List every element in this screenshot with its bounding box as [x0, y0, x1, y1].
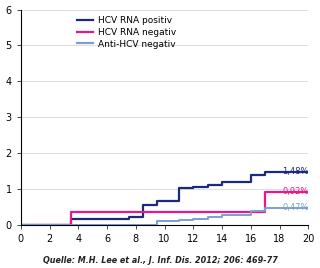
Text: 1,48%: 1,48% [282, 167, 309, 176]
Text: Quelle: M.H. Lee et al., J. Inf. Dis. 2012; 206: 469-77: Quelle: M.H. Lee et al., J. Inf. Dis. 20… [43, 256, 277, 265]
Legend: HCV RNA positiv, HCV RNA negativ, Anti-HCV negativ: HCV RNA positiv, HCV RNA negativ, Anti-H… [77, 16, 176, 49]
Text: 0,92%: 0,92% [282, 187, 309, 196]
Text: 0,47%: 0,47% [282, 203, 309, 212]
